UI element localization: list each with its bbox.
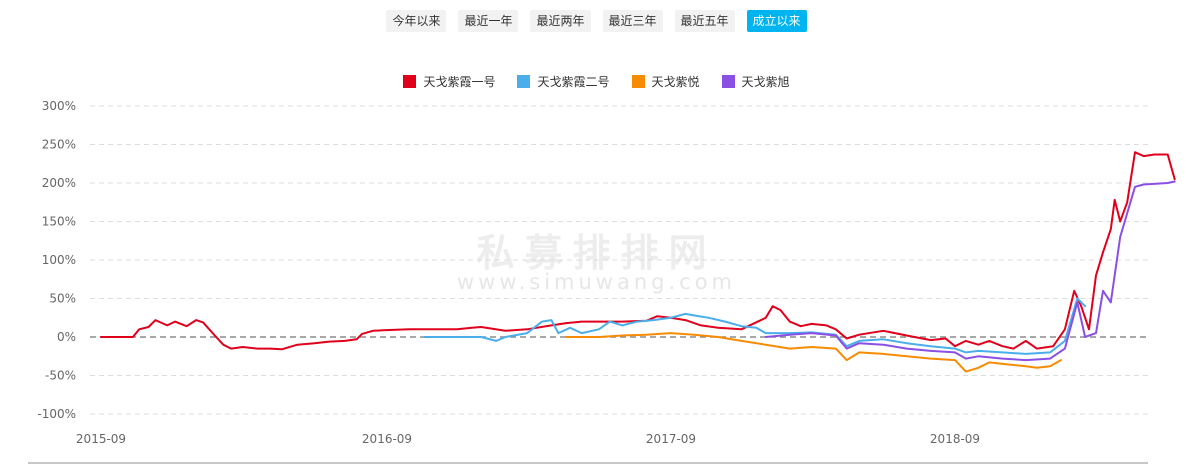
legend-item-series-1[interactable]: 天戈紫霞一号 <box>403 73 495 90</box>
x-tick-label: 2018-09 <box>930 432 980 446</box>
x-axis: 2015-09 2016-09 2017-09 2018-09 <box>76 432 980 446</box>
x-tick-label: 2017-09 <box>646 432 696 446</box>
range-button-1y[interactable]: 最近一年 <box>458 10 519 32</box>
series-line-4 <box>764 180 1176 362</box>
legend-label-series-3: 天戈紫悦 <box>651 75 700 89</box>
range-button-ytd[interactable]: 今年以来 <box>386 10 447 32</box>
range-button-2y[interactable]: 最近两年 <box>530 10 591 32</box>
legend-label-series-4: 天戈紫旭 <box>741 75 790 89</box>
x-tick-label: 2016-09 <box>362 432 412 446</box>
x-tick-label: 2015-09 <box>76 432 126 446</box>
legend-swatch-series-2 <box>517 75 531 88</box>
legend-label-series-2: 天戈紫霞二号 <box>537 75 610 89</box>
series-layer <box>100 151 1176 373</box>
series-line-3 <box>565 332 1062 373</box>
y-tick-label: 150% <box>42 215 76 229</box>
legend-swatch-series-3 <box>631 75 645 88</box>
y-tick-label: 250% <box>42 138 76 152</box>
legend-swatch-series-4 <box>721 75 735 88</box>
grid-layer <box>90 105 1148 415</box>
x-axis-baseline <box>28 462 1148 464</box>
chart-legend: 天戈紫霞一号 天戈紫霞二号 天戈紫悦 天戈紫旭 <box>0 73 1193 90</box>
y-tick-label: 0% <box>57 330 76 344</box>
y-tick-label: -50% <box>45 369 76 383</box>
y-tick-label: -100% <box>37 407 76 421</box>
range-button-5y[interactable]: 最近五年 <box>674 10 735 32</box>
legend-item-series-3[interactable]: 天戈紫悦 <box>631 73 700 90</box>
y-tick-label: 100% <box>42 253 76 267</box>
legend-label-series-1: 天戈紫霞一号 <box>423 75 496 89</box>
range-selector: 今年以来 最近一年 最近两年 最近三年 最近五年 成立以来 <box>0 10 1193 32</box>
range-button-since-inception[interactable]: 成立以来 <box>746 10 807 32</box>
watermark-text: 私募排排网 <box>476 231 717 275</box>
watermark-url: www.simuwang.com <box>456 270 737 294</box>
legend-item-series-2[interactable]: 天戈紫霞二号 <box>517 73 610 90</box>
y-axis: 300% 250% 200% 150% 100% 50% 0% -50% -100% <box>37 99 76 421</box>
series-line-2 <box>423 297 1087 355</box>
legend-swatch-series-1 <box>403 75 417 88</box>
series-line-1 <box>100 151 1176 351</box>
y-tick-label: 200% <box>42 176 76 190</box>
range-button-3y[interactable]: 最近三年 <box>602 10 663 32</box>
legend-item-series-4[interactable]: 天戈紫旭 <box>721 73 790 90</box>
y-tick-label: 50% <box>49 292 76 306</box>
y-tick-label: 300% <box>42 99 76 113</box>
